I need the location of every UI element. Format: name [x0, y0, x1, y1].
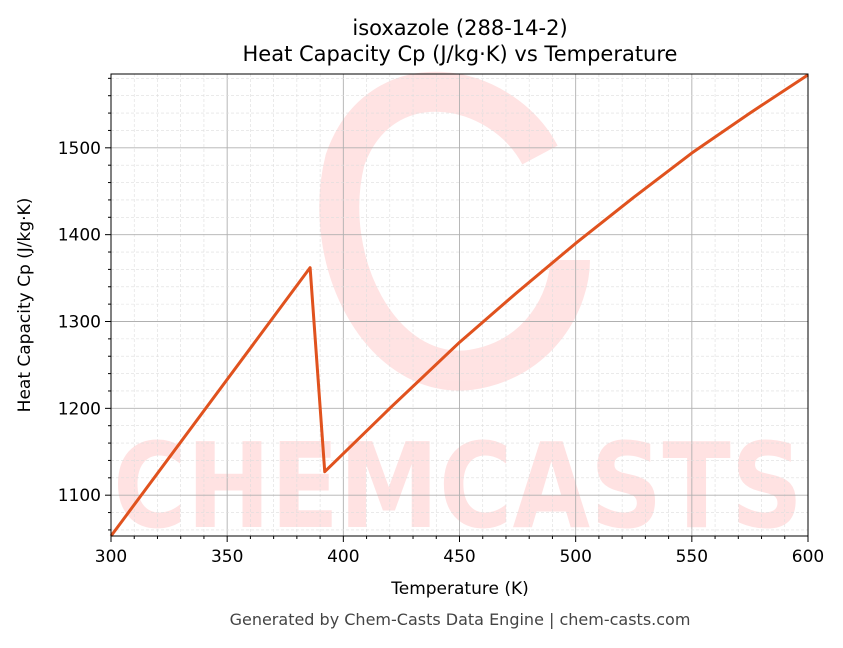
watermark-logo: CHEMCASTS — [113, 71, 803, 555]
y-tick-label: 1100 — [58, 486, 101, 506]
x-tick-label: 350 — [211, 547, 243, 567]
x-tick-label: 600 — [792, 547, 824, 567]
plot-frame — [110, 73, 809, 537]
footer-credit: Generated by Chem-Casts Data Engine | ch… — [230, 610, 691, 629]
svg-text:CHEMCASTS: CHEMCASTS — [113, 417, 803, 555]
x-tick-label: 300 — [95, 547, 127, 567]
y-tick-label: 1400 — [58, 226, 101, 246]
chart-title-line2: Heat Capacity Cp (J/kg·K) vs Temperature — [243, 42, 678, 66]
x-tick-label: 450 — [443, 547, 475, 567]
y-tick-label: 1300 — [58, 313, 101, 333]
x-tick-label: 400 — [327, 547, 359, 567]
y-axis-label: Heat Capacity Cp (J/kg·K) — [15, 198, 35, 413]
x-axis-label: Temperature (K) — [390, 579, 529, 599]
x-tick-label: 500 — [559, 547, 591, 567]
x-tick-label: 550 — [676, 547, 708, 567]
series-line-cp — [109, 73, 809, 537]
y-tick-label: 1200 — [58, 399, 101, 419]
y-tick-label: 1500 — [58, 139, 101, 159]
chart-title-line1: isoxazole (288-14-2) — [352, 16, 567, 40]
